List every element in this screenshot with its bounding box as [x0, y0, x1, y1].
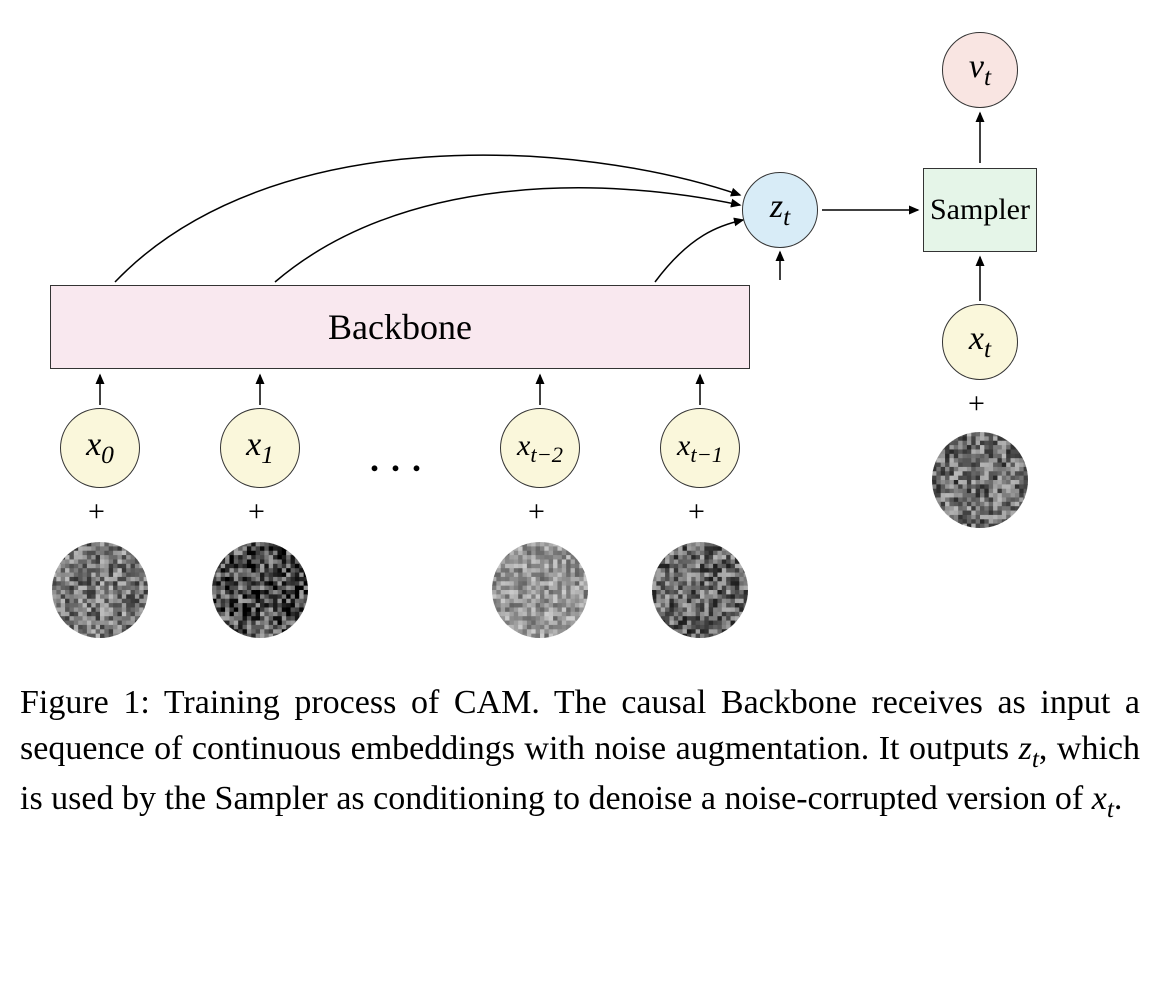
- noise-circle-1: [212, 542, 308, 638]
- dots: ...: [370, 438, 433, 480]
- vt-base: v: [969, 48, 984, 85]
- vt-sub: t: [984, 62, 991, 91]
- dots-label: ...: [370, 439, 433, 479]
- xt-sub: t: [984, 334, 991, 363]
- xt2-base: x: [517, 429, 530, 462]
- backbone-label: Backbone: [328, 306, 472, 348]
- node-xt: xt: [942, 304, 1018, 380]
- sampler-label: Sampler: [930, 193, 1030, 227]
- figure-caption: Figure 1: Training process of CAM. The c…: [20, 680, 1140, 826]
- arrow-8: [115, 155, 740, 282]
- xt-base: x: [969, 320, 984, 357]
- plus-sign-1: +: [248, 495, 265, 529]
- noise-circle-4: [932, 432, 1028, 528]
- diagram-container: vt zt Sampler Backbone xt x0 x1 ... xt−2…: [20, 20, 1156, 670]
- xt1-sub: t−1: [690, 442, 723, 467]
- caption-prefix: Figure 1:: [20, 684, 150, 721]
- node-xt1: xt−1: [660, 408, 740, 488]
- node-vt: vt: [942, 32, 1018, 108]
- plus-sign-2: +: [528, 495, 545, 529]
- caption-text-0: Training process of CAM. The causal Back…: [20, 684, 1140, 767]
- x0-base: x: [86, 426, 101, 463]
- sampler-box: Sampler: [923, 168, 1037, 252]
- xt2-sub: t−2: [530, 442, 563, 467]
- caption-text-2: .: [1114, 780, 1123, 817]
- caption-var1-base: z: [1019, 730, 1032, 767]
- plus-sign-4: +: [968, 387, 985, 421]
- caption-var2-sub: t: [1107, 794, 1114, 823]
- x1-sub: 1: [261, 440, 274, 469]
- node-x1: x1: [220, 408, 300, 488]
- noise-circle-2: [492, 542, 588, 638]
- xt1-base: x: [677, 429, 690, 462]
- noise-circle-0: [52, 542, 148, 638]
- zt-base: z: [770, 188, 783, 225]
- arrow-9: [275, 188, 740, 282]
- plus-sign-0: +: [88, 495, 105, 529]
- zt-sub: t: [783, 202, 790, 231]
- noise-circle-3: [652, 542, 748, 638]
- arrow-10: [655, 220, 743, 282]
- caption-var1-sub: t: [1032, 744, 1039, 773]
- backbone-box: Backbone: [50, 285, 750, 369]
- node-x0: x0: [60, 408, 140, 488]
- plus-sign-3: +: [688, 495, 705, 529]
- x1-base: x: [246, 426, 261, 463]
- node-xt2: xt−2: [500, 408, 580, 488]
- x0-sub: 0: [101, 440, 114, 469]
- node-zt: zt: [742, 172, 818, 248]
- caption-var2-base: x: [1092, 780, 1107, 817]
